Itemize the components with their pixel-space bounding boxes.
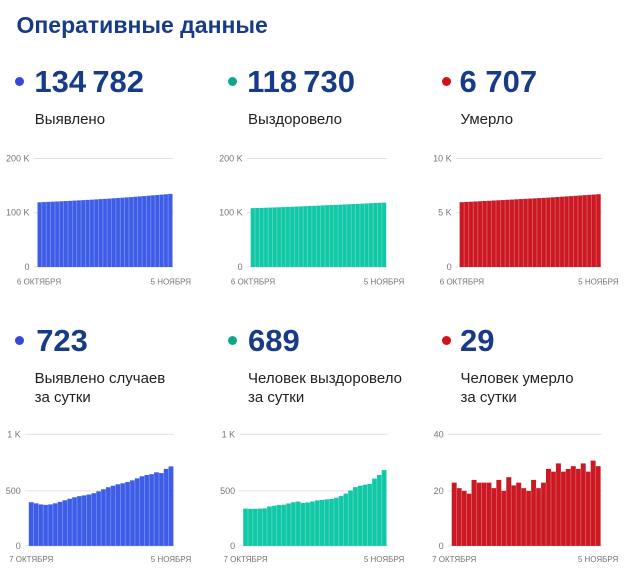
svg-text:500: 500 — [220, 486, 235, 496]
svg-text:0: 0 — [439, 541, 444, 551]
svg-text:5 НОЯБРЯ: 5 НОЯБРЯ — [364, 555, 405, 564]
svg-text:1 K: 1 K — [7, 429, 21, 439]
svg-text:5 НОЯБРЯ: 5 НОЯБРЯ — [151, 555, 192, 564]
svg-text:200 K: 200 K — [219, 154, 243, 164]
svg-text:6 ОКТЯБРЯ: 6 ОКТЯБРЯ — [17, 278, 61, 287]
svg-text:1 K: 1 K — [222, 429, 236, 439]
svg-text:7 ОКТЯБРЯ: 7 ОКТЯБРЯ — [432, 555, 476, 564]
svg-text:100 K: 100 K — [219, 208, 243, 218]
svg-text:500: 500 — [6, 486, 21, 496]
svg-text:5 K: 5 K — [438, 208, 452, 218]
svg-text:7 ОКТЯБРЯ: 7 ОКТЯБРЯ — [9, 555, 53, 564]
svg-text:200 K: 200 K — [6, 154, 30, 164]
svg-text:0: 0 — [24, 262, 29, 272]
svg-text:0: 0 — [238, 262, 243, 272]
svg-text:5 НОЯБРЯ: 5 НОЯБРЯ — [578, 555, 619, 564]
svg-text:6 ОКТЯБРЯ: 6 ОКТЯБРЯ — [440, 278, 484, 287]
svg-text:0: 0 — [16, 541, 21, 551]
svg-text:7 ОКТЯБРЯ: 7 ОКТЯБРЯ — [223, 555, 267, 564]
svg-text:5 НОЯБРЯ: 5 НОЯБРЯ — [578, 278, 619, 287]
svg-text:10 K: 10 K — [433, 154, 452, 164]
svg-text:0: 0 — [230, 541, 235, 551]
svg-text:40: 40 — [434, 429, 444, 439]
svg-text:0: 0 — [447, 262, 452, 272]
svg-text:5 НОЯБРЯ: 5 НОЯБРЯ — [364, 278, 405, 287]
svg-text:5 НОЯБРЯ: 5 НОЯБРЯ — [151, 278, 192, 287]
svg-text:20: 20 — [434, 486, 444, 496]
svg-text:6 ОКТЯБРЯ: 6 ОКТЯБРЯ — [231, 278, 275, 287]
svg-text:100 K: 100 K — [6, 208, 30, 218]
